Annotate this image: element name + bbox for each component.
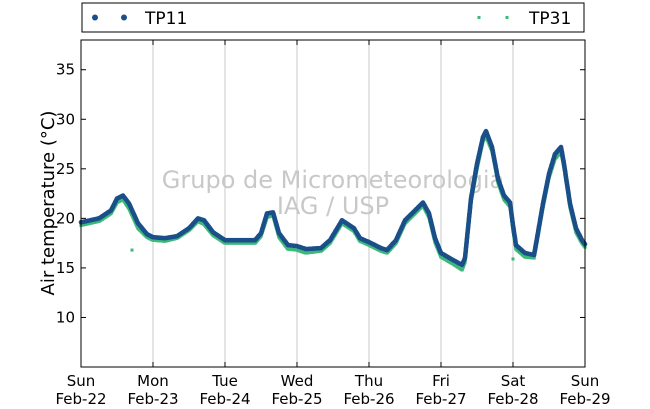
- y-tick-label: 35: [56, 61, 75, 79]
- x-tick-label-day: Wed: [281, 372, 314, 390]
- watermark: Grupo de Micrometeorologia IAG / USP: [162, 166, 504, 220]
- legend-marker-tp31: [505, 16, 509, 19]
- x-tick-label-day: Sat: [501, 372, 526, 390]
- x-tick-label-date: Feb-29: [559, 390, 610, 408]
- x-tick-label-date: Feb-22: [55, 390, 106, 408]
- x-tick-label-date: Feb-24: [199, 390, 250, 408]
- x-tick-label-date: Feb-27: [415, 390, 466, 408]
- y-tick-label: 10: [56, 308, 75, 326]
- legend-label-tp31: TP31: [528, 9, 571, 29]
- y-axis-label: Air temperature (°C): [38, 111, 59, 296]
- legend-marker-tp11: [92, 14, 98, 21]
- x-tick-label-date: Feb-26: [343, 390, 394, 408]
- y-axis: 10 15 20 25 30 35: [56, 61, 585, 326]
- legend-box: [81, 2, 585, 33]
- series-layer: [78, 128, 588, 272]
- x-tick-label-day: Thu: [354, 372, 383, 390]
- x-tick-label-day: Tue: [211, 372, 238, 390]
- watermark-line-1: Grupo de Micrometeorologia: [162, 166, 504, 194]
- x-tick-label-day: Fri: [432, 372, 450, 390]
- x-tick-label-date: Feb-25: [271, 390, 322, 408]
- gridlines: [152, 40, 514, 367]
- legend-marker-tp11: [121, 14, 127, 21]
- watermark-line-2: IAG / USP: [277, 192, 389, 220]
- legend: TP11 TP31: [81, 2, 585, 33]
- legend-marker-tp31: [477, 16, 481, 19]
- plot-frame: [80, 39, 586, 368]
- y-tick-label: 20: [56, 209, 75, 227]
- x-tick-label-day: Mon: [137, 372, 169, 390]
- plot-area: [81, 40, 585, 367]
- x-tick-label-date: Feb-23: [127, 390, 178, 408]
- x-tick-label-date: Feb-28: [487, 390, 538, 408]
- x-axis: SunFeb-22MonFeb-23TueFeb-24WedFeb-25ThuF…: [55, 40, 611, 408]
- x-tick-label-day: Sun: [67, 372, 96, 390]
- x-tick-label-day: Sun: [571, 372, 600, 390]
- legend-label-tp11: TP11: [144, 9, 187, 29]
- series-tp11: [78, 128, 588, 268]
- data-point-outlier: [511, 257, 515, 261]
- data-point-outlier: [130, 248, 134, 252]
- y-tick-label: 25: [56, 160, 75, 178]
- y-tick-label: 15: [56, 259, 75, 277]
- y-tick-label: 30: [56, 110, 75, 128]
